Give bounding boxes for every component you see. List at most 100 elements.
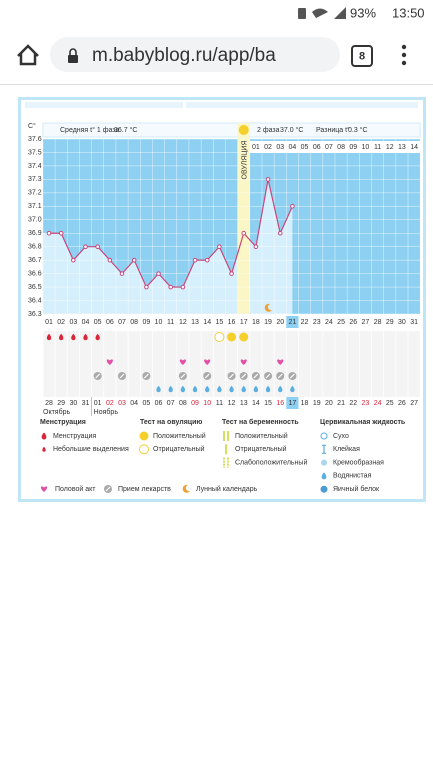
legend-title: Тест на овуляцию — [140, 419, 202, 426]
header-row — [42, 122, 421, 138]
pill-slash — [253, 373, 259, 379]
phase2-value: 37.0 °C — [280, 126, 303, 134]
x-tick-label: 05 — [94, 319, 102, 326]
cervical-drop — [205, 385, 210, 393]
month-label: Октябрь — [43, 408, 70, 416]
x-tick-label: 27 — [362, 319, 370, 326]
today-highlight — [286, 397, 299, 409]
legend-icon — [321, 459, 327, 466]
x-tick-label: 03 — [69, 319, 77, 326]
sim-icon — [298, 8, 306, 19]
post-ovulation-day: 12 — [386, 144, 394, 151]
cycle-day-label: 22 — [349, 400, 357, 407]
y-tick-label: 36.8 — [28, 244, 42, 251]
temperature-point — [229, 271, 234, 276]
cervical-drop — [265, 385, 271, 393]
cycle-day-label: 28 — [45, 400, 53, 407]
x-tick-label: 12 — [179, 319, 187, 326]
ovulation-test-positive — [227, 332, 237, 342]
y-tick-label: 36.6 — [28, 270, 42, 277]
menu-button[interactable] — [401, 44, 407, 66]
cycle-day-label: 10 — [203, 400, 211, 407]
area-below-line — [42, 179, 293, 314]
diff-label: Разница t° — [316, 126, 350, 134]
x-tick-label: 15 — [215, 319, 223, 326]
lock-shackle — [69, 48, 77, 55]
legend-icon — [41, 432, 47, 440]
pill-slash — [105, 486, 111, 492]
chart: 37.6 37.5 37.4 37.3 37.2 37.1 37.0 36.9 36.8 36.7… — [28, 122, 421, 493]
temperature-point — [192, 257, 198, 263]
legend-item: Лунный календарь — [196, 485, 258, 493]
intercourse-heart — [179, 359, 186, 365]
divider — [0, 84, 433, 85]
legend-icon — [223, 457, 229, 468]
scroll-bar — [25, 102, 183, 108]
x-tick-label: 24 — [325, 319, 333, 326]
post-ovulation-day: 10 — [362, 144, 370, 151]
cycle-day-label: 14 — [252, 400, 260, 407]
cycle-day-label: 12 — [228, 400, 236, 407]
post-ovulation-day: 07 — [325, 144, 333, 151]
url-bar[interactable] — [50, 37, 340, 72]
temperature-point — [265, 177, 271, 182]
pill-slash — [241, 373, 247, 379]
pill-slash — [143, 373, 149, 379]
legend-icon — [42, 446, 46, 452]
pill-slash — [277, 373, 283, 379]
cycle-day-label: 26 — [398, 400, 406, 407]
legend-icon — [223, 431, 229, 441]
tabs-button[interactable] — [351, 45, 373, 67]
cycle-day-label: 23 — [362, 400, 370, 407]
menstruation-drop — [95, 333, 100, 341]
legend-icon — [139, 431, 149, 441]
post-ovulation-day: 14 — [410, 144, 418, 151]
post-ovulation-day: 05 — [301, 144, 309, 151]
cycle-day-label: 20 — [325, 400, 333, 407]
intercourse-heart — [277, 359, 284, 365]
legend-item: Положительный — [235, 432, 288, 440]
x-tick-label: 04 — [82, 319, 90, 326]
cycle-day-label: 03 — [118, 400, 126, 407]
x-tick-label: 13 — [191, 319, 199, 326]
time: 13:50 — [392, 5, 425, 20]
x-tick-label: 11 — [167, 319, 174, 326]
legend-item: Сухо — [333, 433, 349, 440]
cycle-day-label: 05 — [142, 400, 150, 407]
pill-slash — [229, 373, 234, 379]
legend-item: Слабоположительный — [235, 458, 307, 466]
x-tick-label: 01 — [45, 319, 53, 326]
cycle-day-label: 24 — [374, 400, 382, 407]
temperature-point — [131, 257, 137, 263]
phase1-value: 36.7 °C — [114, 126, 137, 134]
pill-slash — [265, 373, 271, 379]
cervical-drop — [156, 385, 161, 393]
cervical-drop — [168, 385, 173, 393]
x-tick-label: 22 — [301, 319, 309, 326]
legend-item: Прием лекарств — [118, 486, 171, 493]
legend-item: Отрицательный — [235, 445, 287, 453]
legend-item: Отрицательный — [153, 445, 205, 453]
home-button[interactable] — [17, 44, 39, 66]
moon-icon — [264, 303, 273, 312]
y-tick-label: 36.3 — [28, 311, 42, 318]
x-tick-label: 23 — [313, 319, 321, 326]
ovulation-test-negative — [214, 332, 225, 342]
cycle-day-label: 11 — [216, 400, 223, 407]
temperature-point — [204, 257, 210, 263]
post-ovulation-day: 08 — [337, 144, 345, 151]
signal-icon — [334, 7, 346, 19]
cervical-drop — [217, 385, 222, 393]
cycle-day-label: 18 — [301, 400, 309, 407]
legend-icon — [139, 444, 149, 455]
cervical-drop — [241, 385, 246, 393]
x-tick-label: 14 — [203, 319, 211, 326]
menstruation-drop — [59, 333, 64, 341]
cycle-day-label: 04 — [130, 400, 138, 407]
temperature-point — [180, 284, 186, 290]
x-tick-label: 06 — [106, 319, 114, 326]
x-tick-label: 18 — [252, 319, 260, 326]
scroll-bar — [186, 102, 418, 108]
post-ovulation-day: 09 — [349, 144, 357, 151]
